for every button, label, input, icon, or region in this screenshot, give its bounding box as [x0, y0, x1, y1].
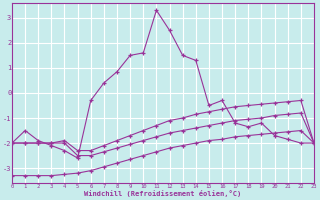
- X-axis label: Windchill (Refroidissement éolien,°C): Windchill (Refroidissement éolien,°C): [84, 190, 242, 197]
